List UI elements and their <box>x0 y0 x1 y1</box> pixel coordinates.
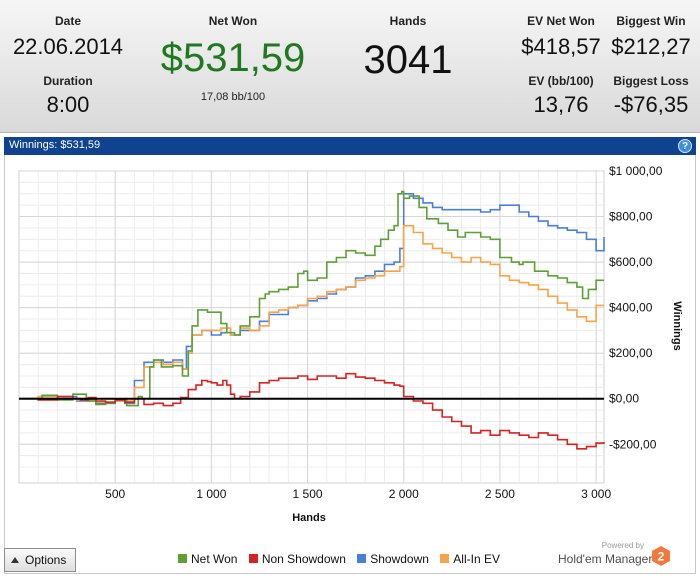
biggest-loss-label: Biggest Loss <box>613 74 689 88</box>
series-all-in-ev-line <box>19 224 604 403</box>
duration-label: Duration <box>43 74 93 88</box>
legend-item-non-showdown[interactable]: Non Showdown <box>248 552 346 566</box>
logo-tagline: Powered by <box>601 541 644 550</box>
date-value: 22.06.2014 <box>12 34 124 59</box>
legend-label-all-in-ev: All-In EV <box>453 552 500 566</box>
y-tick-label: $800,00 <box>609 210 653 224</box>
y-tick-label: $400,00 <box>609 301 653 315</box>
logo-product-name: Hold'em Manager <box>558 552 653 566</box>
series-non-showdown-line <box>19 372 605 450</box>
biggest-loss-value: -$76,35 <box>613 92 689 117</box>
x-tick-label: 2 500 <box>485 487 515 501</box>
x-tick-label: 2 000 <box>389 487 419 501</box>
y-tick-label: $600,00 <box>609 255 653 269</box>
bb100-value: 17,08 bb/100 <box>200 91 266 103</box>
net-won-value: $531,59 <box>160 36 306 80</box>
stats-panel: Date 22.06.2014 Duration 8:00 Net Won $5… <box>0 0 700 133</box>
x-tick-label: 1 000 <box>196 487 226 501</box>
date-label: Date <box>54 14 81 28</box>
hem2-badge-icon: 2 <box>652 546 670 566</box>
winnings-title: Winnings: $531,59 <box>9 139 101 151</box>
ev-bb100-value: 13,76 <box>533 92 589 117</box>
ev-net-won-value: $418,57 <box>521 34 601 59</box>
logo-badge-digit: 2 <box>658 550 665 564</box>
x-tick-label: 3 000 <box>581 487 611 501</box>
legend-item-net-won[interactable]: Net Won <box>178 552 237 566</box>
legend-label-non-showdown: Non Showdown <box>261 552 346 566</box>
y-axis-title: Winnings <box>671 301 683 350</box>
legend-label-showdown: Showdown <box>370 552 429 566</box>
options-label: Options <box>25 553 67 567</box>
legend-item-showdown[interactable]: Showdown <box>357 552 429 566</box>
winnings-title-bar: Winnings: $531,59 ? <box>4 137 696 155</box>
legend-swatch-non-showdown <box>248 554 258 563</box>
chart-legend: Net Won Non Showdown Showdown All-In EV <box>178 552 508 566</box>
hands-value: 3041 <box>363 38 453 82</box>
y-tick-label: $0,00 <box>609 392 639 406</box>
legend-label-net-won: Net Won <box>191 552 238 566</box>
triangle-up-icon <box>11 557 19 563</box>
biggest-win-value: $212,27 <box>611 34 691 59</box>
ev-bb100-label: EV (bb/100) <box>528 74 594 88</box>
help-icon[interactable]: ? <box>678 139 692 153</box>
brand-logo: Powered by Hold'em Manager 2 <box>558 541 686 573</box>
x-tick-label: 500 <box>105 487 125 501</box>
y-tick-label: -$200,00 <box>609 437 657 451</box>
y-tick-label: $200,00 <box>609 346 653 360</box>
hands-label: Hands <box>389 14 427 28</box>
y-tick-label: $1 000,00 <box>609 164 663 178</box>
biggest-win-label: Biggest Win <box>616 14 686 28</box>
series-net-won-line <box>19 190 604 407</box>
legend-swatch-showdown <box>357 554 367 563</box>
ev-net-won-label: EV Net Won <box>527 14 595 28</box>
duration-value: 8:00 <box>46 92 90 117</box>
x-axis-title: Hands <box>292 512 326 524</box>
legend-swatch-all-in-ev <box>440 554 450 563</box>
net-won-label: Net Won <box>208 14 258 28</box>
legend-swatch-net-won <box>178 554 187 563</box>
x-tick-label: 1 500 <box>293 487 323 501</box>
options-button[interactable]: Options <box>4 548 76 572</box>
plot-area <box>18 170 605 484</box>
legend-item-all-in-ev[interactable]: All-In EV <box>440 552 500 566</box>
